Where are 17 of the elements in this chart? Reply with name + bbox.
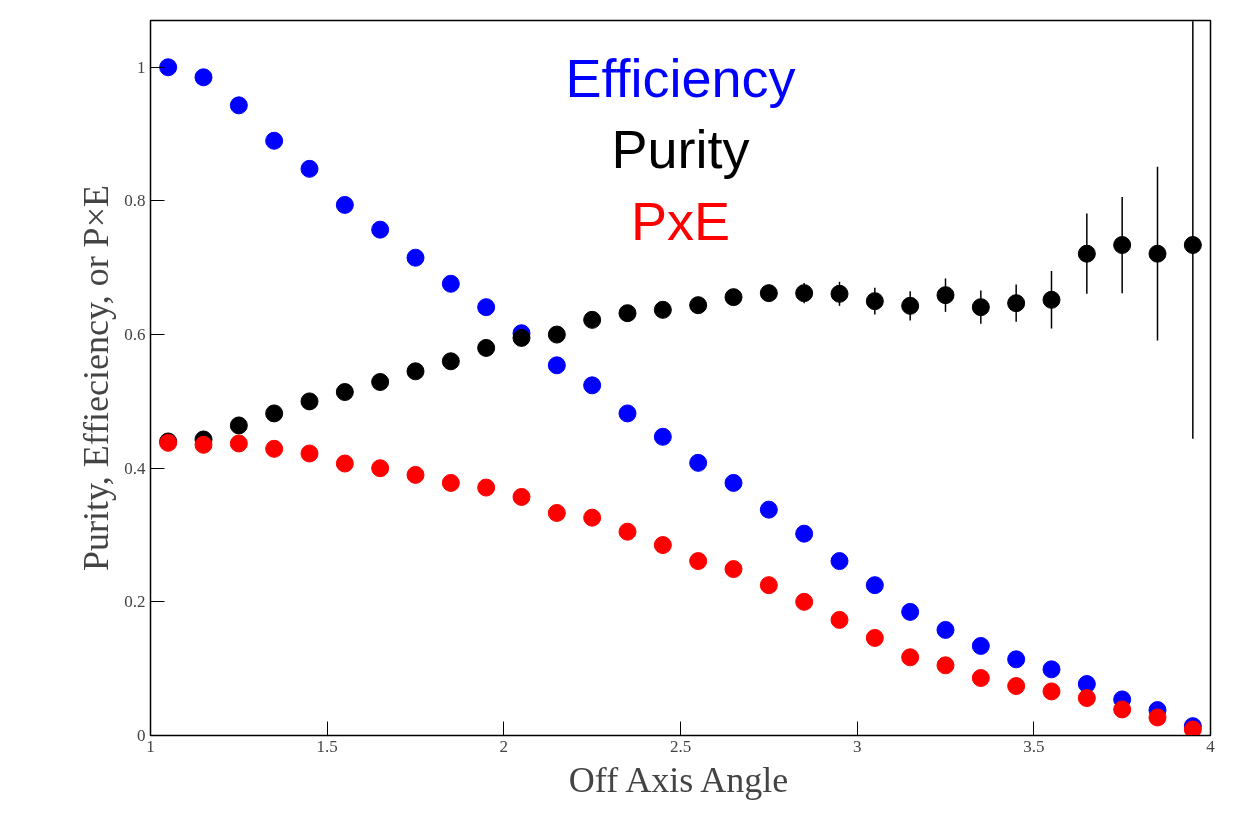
text: Efficiency <box>565 47 796 108</box>
y-axis-title: Purity, Effieciency, or P×E <box>76 185 117 571</box>
y-tick-label: 0.2 <box>124 592 146 612</box>
x-tick-label: 2 <box>499 736 509 756</box>
x-tick-label: 3.5 <box>1023 736 1045 756</box>
series-label: Purity <box>611 119 750 180</box>
x-tick-label: 3 <box>852 736 862 756</box>
x-tick-label: 1.5 <box>316 736 338 756</box>
x-tick-label: 4 <box>1206 736 1216 756</box>
y-tick-label: 0.4 <box>124 458 146 478</box>
y-tick-label: 0.8 <box>124 191 146 211</box>
x-axis-title: Off Axis Angle <box>568 759 789 800</box>
x-tick-label: 2.5 <box>669 736 692 756</box>
text: PxE <box>630 190 731 251</box>
y-tick-label: 0.6 <box>124 325 146 345</box>
y-tick-label: 1 <box>137 57 146 77</box>
y-tick-label: 0 <box>137 726 146 745</box>
